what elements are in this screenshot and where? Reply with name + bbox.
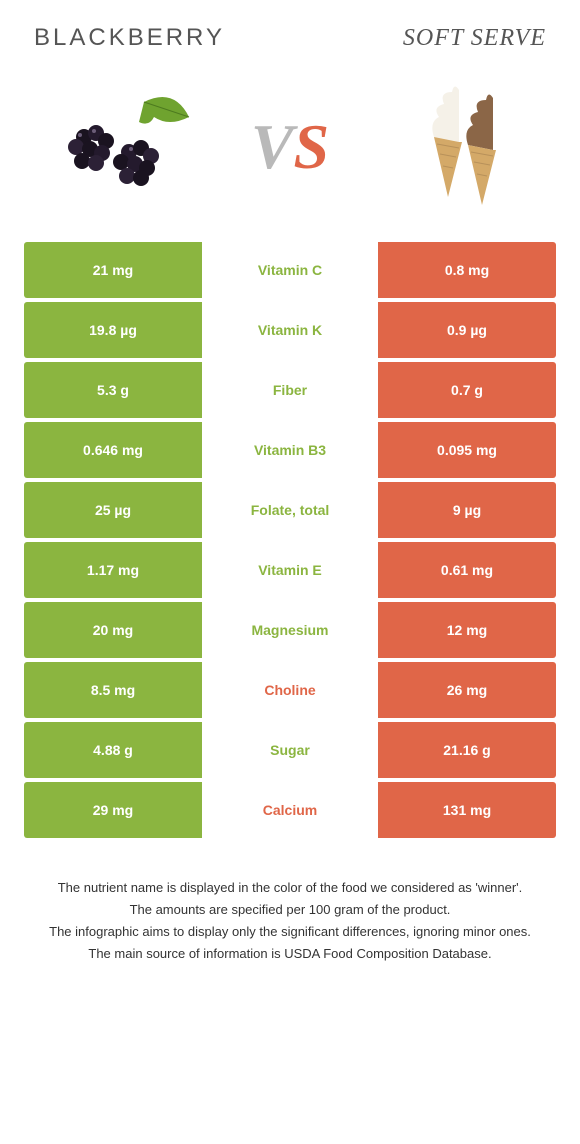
footnote-line: The infographic aims to display only the… xyxy=(36,922,544,942)
footnotes: The nutrient name is displayed in the co… xyxy=(24,842,556,965)
right-value: 0.61 mg xyxy=(378,542,556,598)
nutrient-label: Choline xyxy=(202,662,378,718)
nutrient-row: 19.8 µgVitamin K0.9 µg xyxy=(24,302,556,358)
footnote-line: The nutrient name is displayed in the co… xyxy=(36,878,544,898)
right-value: 0.095 mg xyxy=(378,422,556,478)
hero-row: VS xyxy=(24,72,556,242)
left-food-title: Blackberry xyxy=(34,24,225,52)
right-value: 0.8 mg xyxy=(378,242,556,298)
blackberry-image xyxy=(44,82,194,212)
right-value: 12 mg xyxy=(378,602,556,658)
footnote-line: The main source of information is USDA F… xyxy=(36,944,544,964)
left-value: 8.5 mg xyxy=(24,662,202,718)
footnote-line: The amounts are specified per 100 gram o… xyxy=(36,900,544,920)
nutrient-row: 8.5 mgCholine26 mg xyxy=(24,662,556,718)
vs-s: S xyxy=(294,111,330,182)
nutrient-comparison-table: 21 mgVitamin C0.8 mg19.8 µgVitamin K0.9 … xyxy=(24,242,556,838)
vs-label: VS xyxy=(251,110,329,184)
nutrient-label: Vitamin C xyxy=(202,242,378,298)
right-value: 0.9 µg xyxy=(378,302,556,358)
nutrient-label: Vitamin B3 xyxy=(202,422,378,478)
nutrient-row: 29 mgCalcium131 mg xyxy=(24,782,556,838)
left-value: 21 mg xyxy=(24,242,202,298)
left-value: 19.8 µg xyxy=(24,302,202,358)
nutrient-row: 0.646 mgVitamin B30.095 mg xyxy=(24,422,556,478)
vs-v: V xyxy=(251,111,294,182)
right-value: 9 µg xyxy=(378,482,556,538)
nutrient-row: 1.17 mgVitamin E0.61 mg xyxy=(24,542,556,598)
nutrient-label: Folate, total xyxy=(202,482,378,538)
soft-serve-image xyxy=(386,82,536,212)
nutrient-row: 5.3 gFiber0.7 g xyxy=(24,362,556,418)
nutrient-row: 21 mgVitamin C0.8 mg xyxy=(24,242,556,298)
right-value: 26 mg xyxy=(378,662,556,718)
left-value: 0.646 mg xyxy=(24,422,202,478)
right-food-title: Soft serve xyxy=(403,25,546,52)
right-value: 131 mg xyxy=(378,782,556,838)
left-value: 29 mg xyxy=(24,782,202,838)
left-value: 20 mg xyxy=(24,602,202,658)
right-value: 21.16 g xyxy=(378,722,556,778)
nutrient-row: 4.88 gSugar21.16 g xyxy=(24,722,556,778)
left-value: 4.88 g xyxy=(24,722,202,778)
comparison-header: Blackberry Soft serve xyxy=(24,24,556,72)
nutrient-label: Fiber xyxy=(202,362,378,418)
left-value: 25 µg xyxy=(24,482,202,538)
left-value: 1.17 mg xyxy=(24,542,202,598)
nutrient-label: Magnesium xyxy=(202,602,378,658)
nutrient-row: 25 µgFolate, total9 µg xyxy=(24,482,556,538)
nutrient-label: Sugar xyxy=(202,722,378,778)
nutrient-label: Vitamin K xyxy=(202,302,378,358)
right-value: 0.7 g xyxy=(378,362,556,418)
left-value: 5.3 g xyxy=(24,362,202,418)
nutrient-label: Vitamin E xyxy=(202,542,378,598)
nutrient-label: Calcium xyxy=(202,782,378,838)
nutrient-row: 20 mgMagnesium12 mg xyxy=(24,602,556,658)
